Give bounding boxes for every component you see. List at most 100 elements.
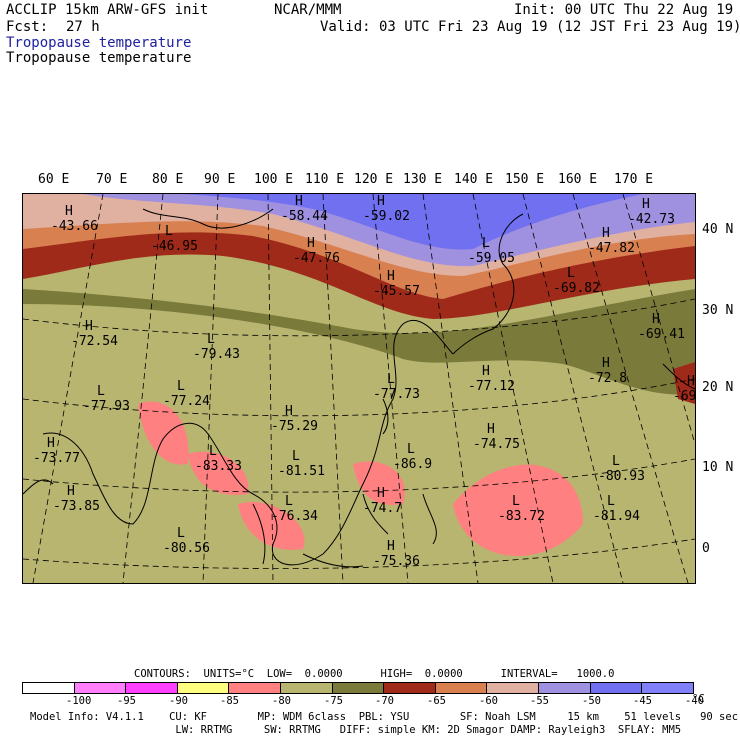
lon-label: 150 E <box>505 172 545 187</box>
tropopause-temperature-map: H -43.66 L -46.95 H -58.44 H -59.02 H -47.76 H -45.… <box>22 193 696 584</box>
extremum-annotation: L -77.24 <box>163 379 210 409</box>
extremum-annotation: H -43.66 <box>51 204 98 234</box>
extremum-value: -77.24 <box>163 394 210 409</box>
color-bar-segment <box>384 683 436 693</box>
extremum-value: -80.93 <box>598 469 645 484</box>
low-marker: L <box>607 494 615 509</box>
extremum-annotation: H -74.7 <box>363 486 402 516</box>
tick-label: -100 <box>66 695 92 707</box>
model-title: ACCLIP 15km ARW-GFS init <box>6 2 209 18</box>
lat-label: 40 N <box>702 222 734 237</box>
lat-label: 20 N <box>702 380 734 395</box>
map-canvas <box>23 194 695 583</box>
high-marker: H <box>687 374 695 389</box>
lat-label: 10 N <box>702 460 734 475</box>
lon-label: 100 E <box>254 172 294 187</box>
extremum-value: -83.72 <box>498 509 545 524</box>
extremum-value: -77.12 <box>468 379 515 394</box>
extremum-value: -76.34 <box>271 509 318 524</box>
extremum-value: -72.54 <box>71 334 118 349</box>
lon-label: 170 E <box>614 172 654 187</box>
init-time: Init: 00 UTC Thu 22 Aug 19 <box>514 2 734 18</box>
lon-label: 90 E <box>204 172 236 187</box>
extremum-annotation: L -69.82 <box>553 266 600 296</box>
low-marker: L <box>209 444 217 459</box>
tick-label: -95 <box>117 695 136 707</box>
extremum-annotation: H -59.02 <box>363 194 410 224</box>
extremum-annotation: L -81.94 <box>593 494 640 524</box>
extremum-annotation: H -47.76 <box>293 236 340 266</box>
high-marker: H <box>652 312 660 327</box>
extremum-value: -69.41 <box>638 327 685 342</box>
lon-label: 160 E <box>558 172 598 187</box>
cold-patch <box>353 461 405 505</box>
extremum-annotation: H -58.44 <box>281 194 328 224</box>
high-marker: H <box>285 404 293 419</box>
high-marker: H <box>487 422 495 437</box>
cold-patch <box>188 451 249 495</box>
high-marker: H <box>377 194 385 209</box>
extremum-annotation: H -73.85 <box>53 484 100 514</box>
unit-label: °C <box>692 693 705 705</box>
lon-label: 80 E <box>152 172 184 187</box>
high-marker: H <box>602 226 610 241</box>
extremum-annotation: L -77.93 <box>83 384 130 414</box>
extremum-annotation: L -76.34 <box>271 494 318 524</box>
extremum-annotation: L -46.95 <box>151 224 198 254</box>
source-label: NCAR/MMM <box>274 2 342 18</box>
low-marker: L <box>207 332 215 347</box>
color-bar-segment <box>177 683 230 693</box>
high-marker: H <box>295 194 303 209</box>
tick-label: -90 <box>169 695 188 707</box>
extremum-annotation: H -75.36 <box>373 539 420 569</box>
cold-patch <box>238 502 305 550</box>
lon-label: 70 E <box>96 172 128 187</box>
extremum-value: -81.51 <box>278 464 325 479</box>
lon-label: 140 E <box>454 172 494 187</box>
high-marker: H <box>387 269 395 284</box>
high-marker: H <box>65 204 73 219</box>
extremum-value: -69.82 <box>553 281 600 296</box>
tick-label: -55 <box>530 695 549 707</box>
color-bar-segment <box>229 683 282 693</box>
color-bar <box>22 682 694 694</box>
low-marker: L <box>612 454 620 469</box>
color-bar-segment <box>74 683 127 693</box>
low-marker: L <box>387 372 395 387</box>
extremum-annotation: H -69.41 <box>638 312 685 342</box>
low-marker: L <box>567 266 575 281</box>
extremum-annotation: H -73.77 <box>33 436 80 466</box>
low-marker: L <box>482 236 490 251</box>
high-marker: H <box>377 486 385 501</box>
extremum-value: -59.05 <box>468 251 515 266</box>
cold-patch <box>138 401 189 465</box>
extremum-annotation: L -86.9 <box>393 442 432 472</box>
extremum-value: -77.93 <box>83 399 130 414</box>
extremum-value: -86.9 <box>393 457 433 472</box>
extremum-value: -43.66 <box>51 219 98 234</box>
high-marker: H <box>387 539 395 554</box>
extremum-value: -73.77 <box>33 451 80 466</box>
valid-time: Valid: 03 UTC Fri 23 Aug 19 (12 JST Fri … <box>320 19 740 35</box>
low-marker: L <box>165 224 173 239</box>
high-marker: H <box>482 364 490 379</box>
extremum-value: -58.44 <box>281 209 328 224</box>
tick-label: -60 <box>479 695 498 707</box>
cold-patch <box>453 464 583 557</box>
graticule <box>23 194 695 583</box>
extremum-value: -47.82 <box>588 241 635 256</box>
low-marker: L <box>285 494 293 509</box>
coastlines <box>23 208 695 568</box>
extremum-annotation: L -77.73 <box>373 372 420 402</box>
extremum-value: -75.36 <box>373 554 420 569</box>
lon-label: 120 E <box>354 172 394 187</box>
extremum-annotation: L -83.72 <box>498 494 545 524</box>
field-name-primary: Tropopause temperature <box>6 35 192 51</box>
extremum-value: -77.73 <box>373 387 420 402</box>
color-bar-segment <box>590 683 643 693</box>
tick-label: -45 <box>633 695 652 707</box>
extremum-annotation: H -45.57 <box>373 269 420 299</box>
extremum-value: -42.73 <box>628 212 675 227</box>
extremum-annotation: H -74.75 <box>473 422 520 452</box>
lat-label: 0 <box>702 541 710 556</box>
